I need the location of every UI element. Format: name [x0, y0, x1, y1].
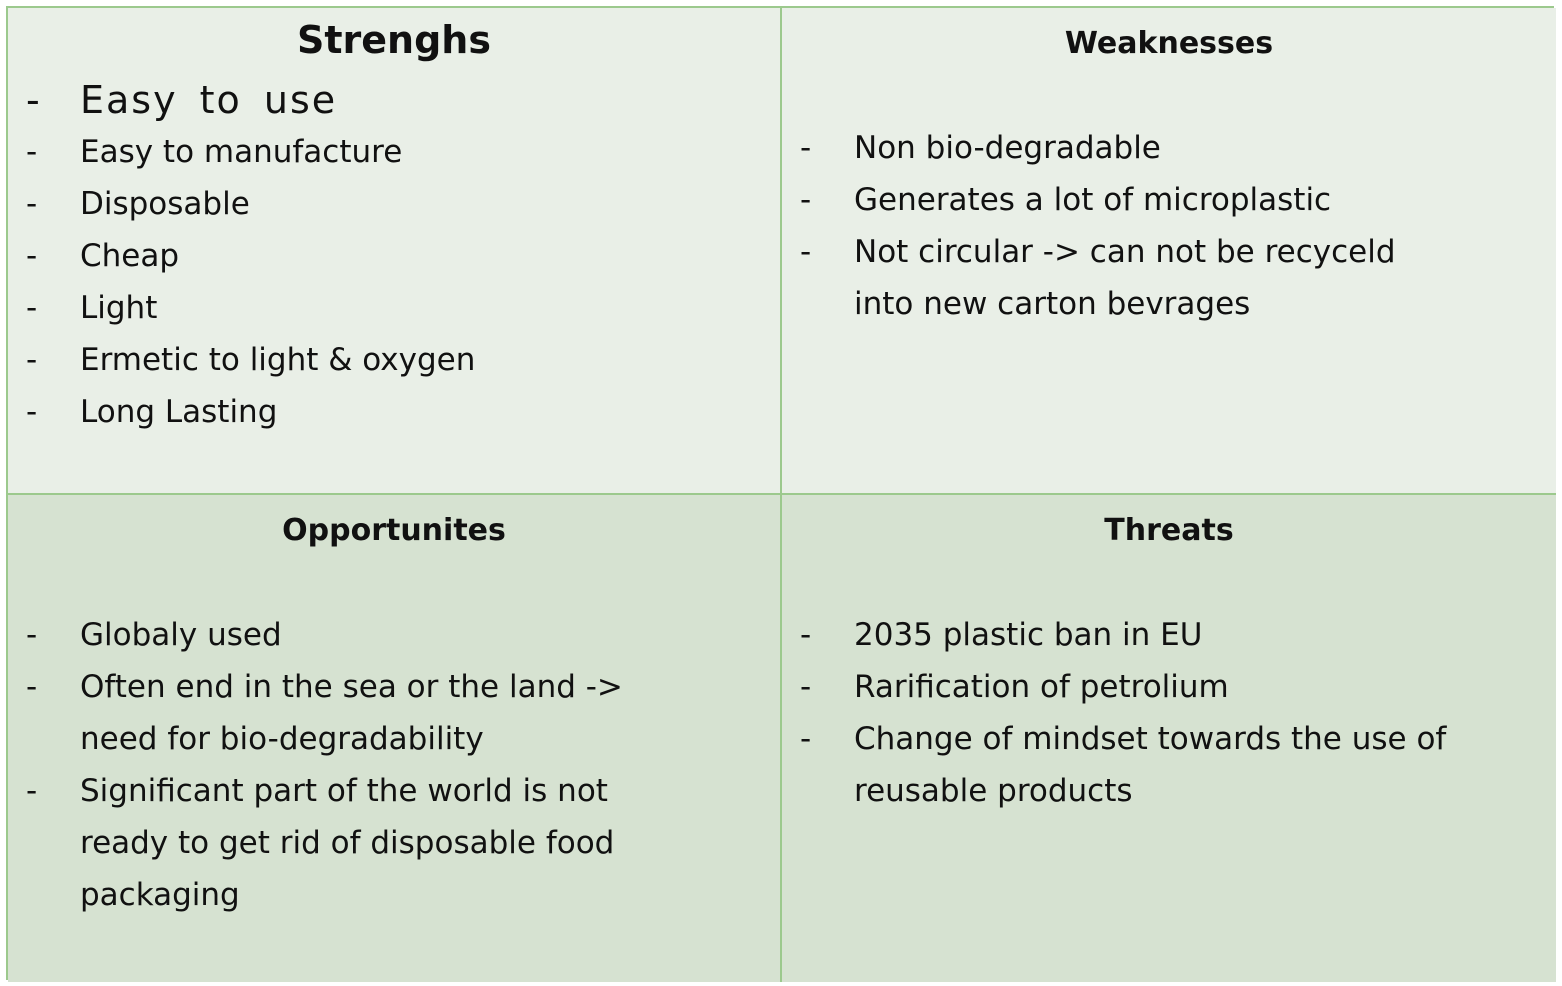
list-item: - Easy to manufacture	[24, 126, 760, 178]
strengths-list: - Easy to use - Easy to manufacture - Dispo…	[24, 74, 760, 438]
weaknesses-title: Weaknesses	[1064, 26, 1274, 61]
list-item: - Disposable	[24, 178, 760, 230]
bullet-dash: -	[800, 721, 812, 757]
bullet-dash: -	[26, 669, 38, 705]
bullet-dash: -	[26, 617, 38, 653]
list-item: - Easy to use	[24, 74, 760, 126]
bullet-dash: -	[800, 234, 812, 270]
list-item: -2035 plastic ban in EU	[798, 609, 1536, 661]
list-item: - Not circular -> can not be recyceld	[798, 226, 1536, 278]
bullet-dash: -	[800, 617, 812, 653]
opportunities-title: Opportunites	[282, 513, 506, 548]
list-item: - Ermetic to light & oxygen	[24, 334, 760, 386]
strengths-cell: Strenghs - Easy to use - Easy to manufactu…	[8, 8, 782, 495]
bullet-dash: -	[26, 78, 40, 122]
list-item: - Generates a lot of microplastic	[798, 174, 1536, 226]
swot-table: Strenghs - Easy to use - Easy to manufactu…	[6, 6, 1556, 982]
weaknesses-list: - Non bio-degradable - Generates a lot of …	[798, 122, 1536, 330]
list-item: - Cheap	[24, 230, 760, 282]
list-item: - Long Lasting	[24, 386, 760, 438]
list-item: - Globaly used	[24, 609, 760, 661]
list-item-continuation: reusable products	[854, 773, 1133, 809]
bullet-dash: -	[26, 394, 38, 430]
bullet-dash: -	[26, 773, 38, 809]
list-item: - Often end in the sea or the land ->	[24, 661, 760, 713]
bullet-dash: -	[26, 290, 38, 326]
bullet-dash: -	[26, 342, 38, 378]
strengths-title: Strenghs	[297, 18, 491, 62]
threats-list: -2035 plastic ban in EU - Rarification of…	[798, 609, 1536, 817]
bullet-dash: -	[26, 134, 38, 170]
weaknesses-cell: Weaknesses - Non bio-degradable - Generate…	[782, 8, 1556, 495]
list-item: - Significant part of the world is not	[24, 765, 760, 817]
threats-title: Threats	[1104, 513, 1234, 548]
opportunities-list: - Globaly used - Often end in the sea or t…	[24, 609, 760, 921]
threats-cell: Threats -2035 plastic ban in EU - Rarific…	[782, 495, 1556, 982]
bullet-dash: -	[800, 669, 812, 705]
bullet-dash: -	[800, 130, 812, 166]
list-item-continuation: need for bio-degradability	[80, 721, 484, 757]
list-item: - Light	[24, 282, 760, 334]
bullet-dash: -	[26, 186, 38, 222]
list-item: - Change of mindset towards the use of	[798, 713, 1536, 765]
list-item-continuation: packaging	[80, 877, 240, 913]
list-item-continuation: ready to get rid of disposable food	[80, 825, 615, 861]
opportunities-cell: Opportunites - Globaly used - Often end in…	[8, 495, 782, 982]
list-item: - Non bio-degradable	[798, 122, 1536, 174]
bullet-dash: -	[26, 238, 38, 274]
list-item-continuation: into new carton bevrages	[854, 286, 1251, 322]
list-item: - Rarification of petrolium	[798, 661, 1536, 713]
bullet-dash: -	[800, 182, 812, 218]
